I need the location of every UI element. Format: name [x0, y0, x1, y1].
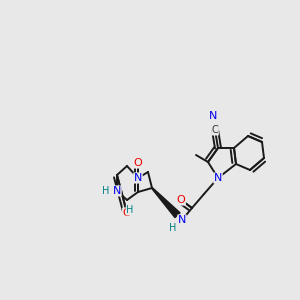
- Text: N: N: [178, 215, 186, 225]
- Polygon shape: [152, 188, 180, 218]
- Text: C: C: [212, 125, 218, 135]
- Text: N: N: [113, 186, 121, 196]
- Text: O: O: [134, 158, 142, 168]
- Text: H: H: [169, 223, 177, 233]
- Text: N: N: [214, 173, 222, 183]
- Text: N: N: [134, 173, 142, 183]
- Text: H: H: [102, 186, 110, 196]
- Text: O: O: [177, 195, 185, 205]
- Text: N: N: [209, 111, 217, 121]
- Text: H: H: [126, 205, 134, 215]
- Text: O: O: [123, 208, 131, 218]
